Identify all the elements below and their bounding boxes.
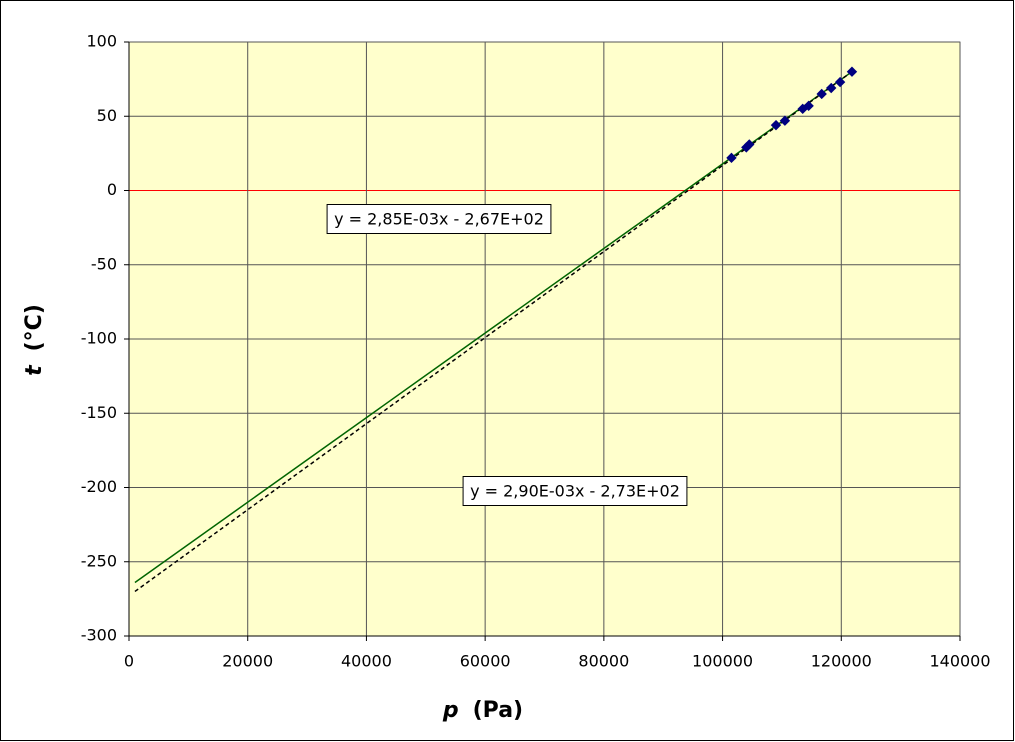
data-point bbox=[770, 119, 782, 131]
y-tick-label: -300 bbox=[81, 626, 117, 645]
y-tick-label: -150 bbox=[81, 403, 117, 422]
x-tick-label: 0 bbox=[124, 652, 134, 671]
x-tick-label: 100000 bbox=[692, 652, 753, 671]
y-tick-label: -100 bbox=[81, 329, 117, 348]
annotation-box bbox=[462, 476, 688, 506]
x-tick-label: 60000 bbox=[460, 652, 511, 671]
y-label-unit: (°C) bbox=[22, 304, 47, 351]
x-tick-label: 20000 bbox=[222, 652, 273, 671]
annotation: y = 2,90E-03x - 2,73E+02 bbox=[470, 482, 680, 501]
data-point bbox=[834, 76, 846, 88]
x-tick-label: 80000 bbox=[578, 652, 629, 671]
x-axis-label: p (Pa) bbox=[442, 698, 523, 723]
data-point bbox=[726, 152, 737, 164]
y-axis-label: t (°C) bbox=[22, 304, 47, 376]
y-label-symbol: t bbox=[22, 364, 47, 376]
data-point bbox=[779, 115, 791, 126]
y-tick-label: 50 bbox=[97, 106, 117, 125]
x-tick-label: 140000 bbox=[929, 652, 990, 671]
y-tick-label: -50 bbox=[91, 254, 117, 273]
x-tick-label: 120000 bbox=[811, 652, 872, 671]
data-point bbox=[803, 100, 814, 112]
y-tick-label: 0 bbox=[107, 180, 117, 199]
x-label-unit: (Pa) bbox=[473, 698, 524, 723]
x-tick-label: 40000 bbox=[341, 652, 392, 671]
y-tick-label: -200 bbox=[81, 477, 117, 496]
y-tick-label: 100 bbox=[86, 32, 117, 51]
data-point bbox=[825, 82, 837, 94]
data-point bbox=[816, 88, 827, 100]
data-point bbox=[744, 139, 755, 150]
x-label-symbol: p bbox=[442, 698, 459, 723]
annotation-box bbox=[326, 204, 552, 234]
data-point bbox=[846, 66, 858, 77]
annotation: y = 2,85E-03x - 2,67E+02 bbox=[334, 210, 544, 229]
y-tick-label: -250 bbox=[81, 551, 117, 570]
